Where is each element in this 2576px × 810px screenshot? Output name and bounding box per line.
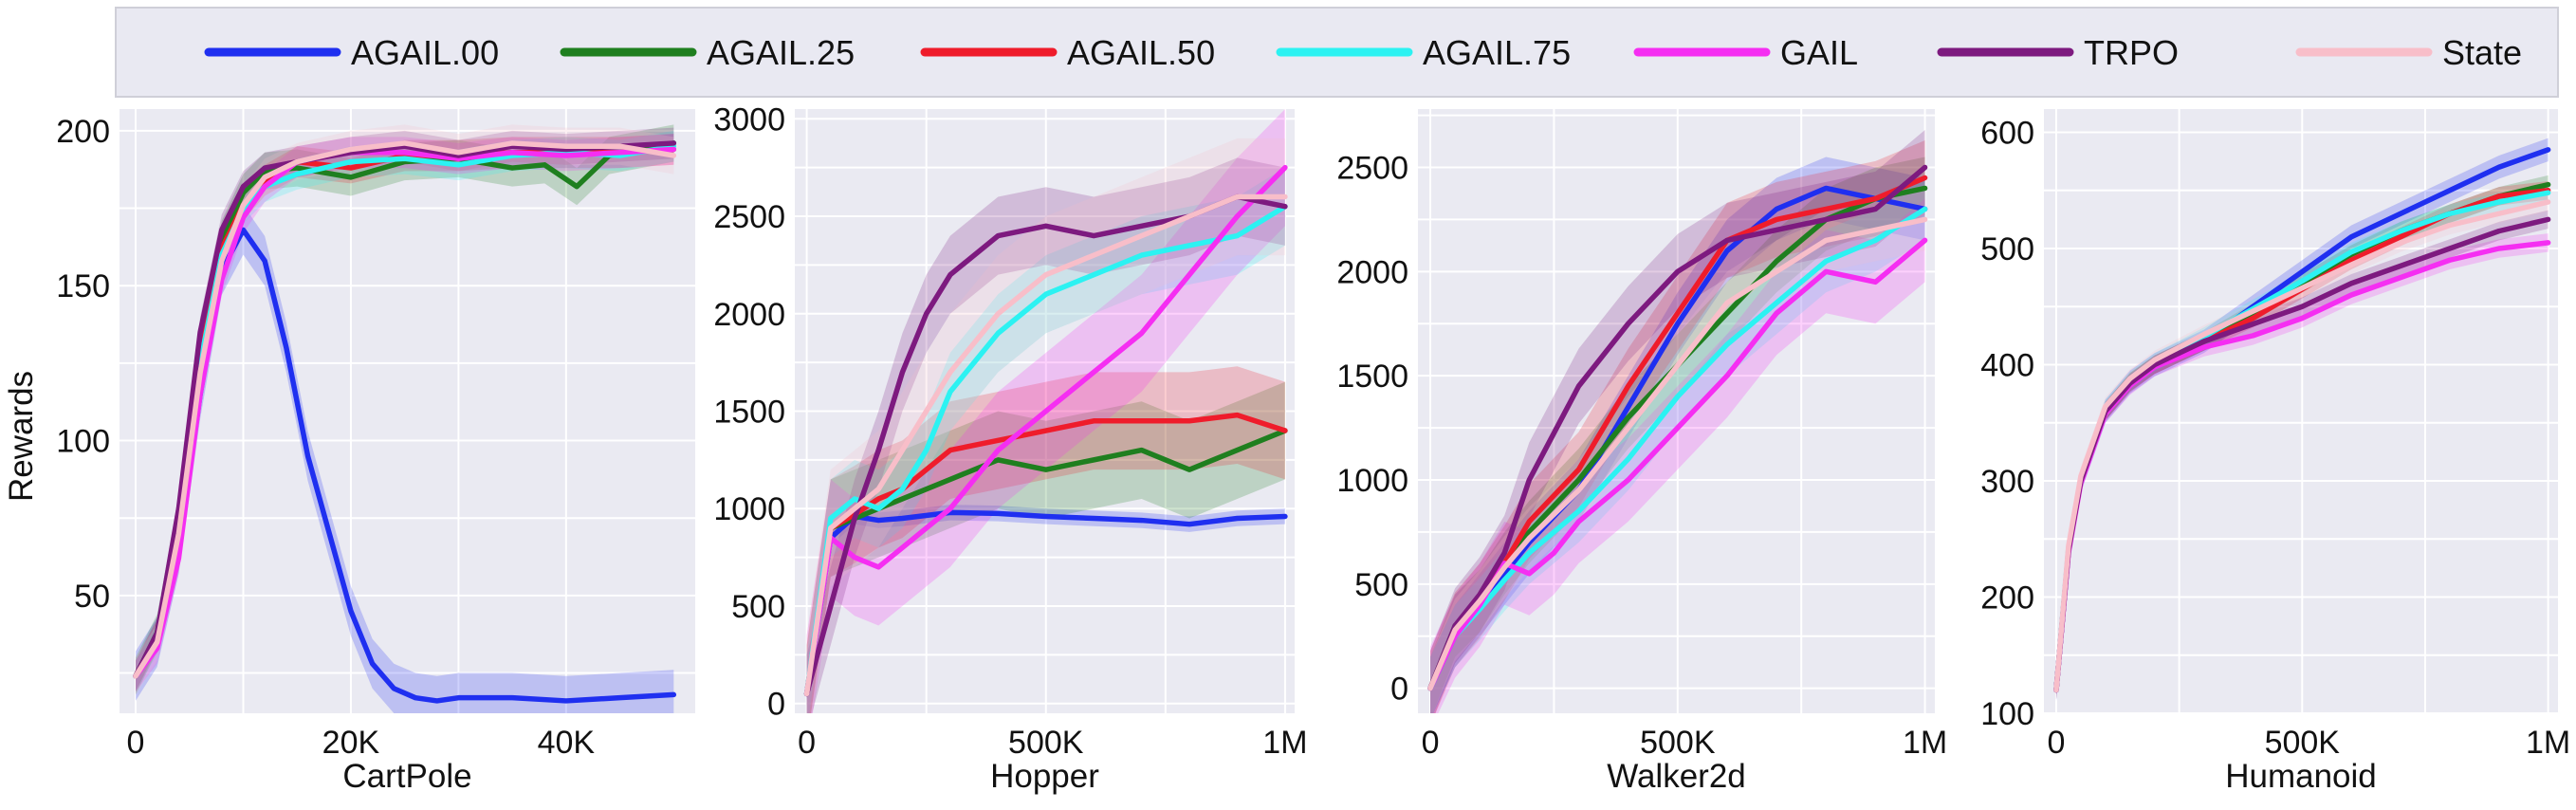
- x-tick-label: 1M: [2526, 725, 2570, 761]
- series-band-state: [2055, 193, 2548, 700]
- y-tick-label: 2000: [713, 297, 785, 333]
- y-tick-label: 200: [56, 114, 110, 150]
- series-group: [803, 109, 1288, 713]
- y-tick-label: 50: [74, 579, 110, 615]
- x-tick-label: 0: [127, 725, 145, 761]
- series-line-trpo: [1427, 164, 1928, 691]
- y-tick-label: 150: [56, 268, 110, 304]
- chart-panel-cartpole: 0 20K 40K 50 100 150 200 CartPole: [56, 109, 695, 795]
- legend-label: AGAIL.50: [1067, 33, 1215, 72]
- x-tick-label: 500K: [1640, 725, 1716, 761]
- legend-label: AGAIL.00: [351, 33, 499, 72]
- y-tick-label: 2000: [1336, 254, 1408, 290]
- y-tick-label: 1000: [713, 491, 785, 527]
- y-tick-label: 500: [731, 589, 785, 625]
- y-tick-label: 500: [1354, 567, 1408, 603]
- y-axis-label: Rewards: [3, 371, 40, 502]
- series-line-state: [803, 193, 1288, 697]
- series-group: [133, 124, 677, 713]
- series-band-agail.75: [1430, 177, 1925, 713]
- y-tick-label: 100: [1980, 696, 2034, 732]
- y-tick-label: 500: [1980, 231, 2034, 267]
- y-tick-label: 2500: [1336, 151, 1408, 187]
- series-band-trpo: [806, 157, 1285, 713]
- chart-panel-walker2d: 0 500K 1M 0 500 1000 1500 2000 2500 Walker2d: [1336, 109, 1947, 795]
- series-group: [2053, 138, 2551, 702]
- x-tick-label: 0: [2048, 725, 2066, 761]
- series-line-state: [2053, 199, 2551, 693]
- chart-panel-humanoid: 0 500K 1M 100 200 300 400 500 600 Humanoid: [1980, 109, 2570, 795]
- y-tick-label: 600: [1980, 116, 2034, 152]
- y-tick-label: 1500: [713, 395, 785, 431]
- series-line-gail: [803, 164, 1288, 697]
- x-tick-label: 40K: [538, 725, 596, 761]
- y-tick-label: 0: [767, 687, 785, 723]
- x-tick-label: 20K: [322, 725, 380, 761]
- series-band-trpo: [1430, 129, 1925, 713]
- legend: AGAIL.00 AGAIL.25 AGAIL.50 AGAIL.75 GAIL TRPO…: [115, 7, 2559, 98]
- x-tick-label: 0: [798, 725, 816, 761]
- series-band-gail: [1430, 198, 1925, 713]
- y-tick-label: 300: [1980, 464, 2034, 500]
- x-tick-label: 500K: [1008, 725, 1084, 761]
- x-axis-label: CartPole: [342, 758, 471, 795]
- x-axis-label: Walker2d: [1607, 758, 1746, 795]
- y-tick-label: 200: [1980, 580, 2034, 617]
- x-axis-label: Hopper: [990, 758, 1099, 795]
- x-tick-label: 1M: [1903, 725, 1947, 761]
- series-band-agail.00: [806, 505, 1285, 702]
- series-band-agail.00: [1430, 156, 1925, 713]
- y-tick-label: 1000: [1336, 463, 1408, 499]
- y-tick-label: 0: [1390, 672, 1408, 708]
- y-tick-label: 2500: [713, 199, 785, 235]
- plot-area: [120, 109, 695, 713]
- x-tick-label: 500K: [2265, 725, 2341, 761]
- series-band-state: [806, 138, 1285, 713]
- series-line-state: [133, 140, 677, 679]
- panels: 0 20K 40K 50 100 150 200 CartPole 0 500K 1M 0 500 100…: [56, 101, 2570, 795]
- y-tick-label: 3000: [713, 101, 785, 138]
- series-group: [1427, 129, 1928, 713]
- series-line-state: [1427, 216, 1928, 691]
- legend-label: AGAIL.25: [707, 33, 855, 72]
- x-tick-label: 0: [1422, 725, 1440, 761]
- y-tick-label: 1500: [1336, 359, 1408, 395]
- y-tick-label: 100: [56, 424, 110, 460]
- y-tick-label: 400: [1980, 348, 2034, 384]
- legend-label: State: [2442, 33, 2522, 72]
- chart-panel-hopper: 0 500K 1M 0 500 1000 1500 2000 2500 3000 Hopper: [713, 101, 1307, 795]
- series-band-agail.25: [1430, 156, 1925, 713]
- x-axis-label: Humanoid: [2225, 758, 2377, 795]
- legend-label: GAIL: [1780, 33, 1858, 72]
- series-line-agail.25: [803, 428, 1288, 697]
- series-band-agail.25: [806, 381, 1285, 713]
- legend-label: TRPO: [2084, 33, 2179, 72]
- x-tick-label: 1M: [1262, 725, 1307, 761]
- legend-label: AGAIL.75: [1423, 33, 1571, 72]
